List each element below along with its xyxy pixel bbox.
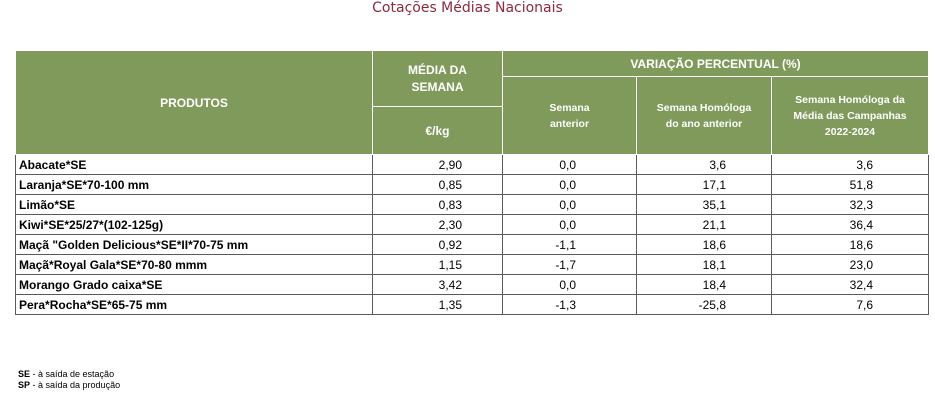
var-prev-week-cell: 0,0 (502, 174, 637, 195)
var-prev-week-cell: 0,0 (502, 214, 637, 235)
sub1-line2: anterior (549, 117, 590, 130)
var-campaign-avg-cell: 32,3 (770, 194, 930, 215)
sub1-line1: Semana (549, 101, 590, 114)
footnote-se-code: SE (18, 369, 31, 379)
price-cell: 0,92 (372, 234, 503, 255)
header-unit: €/kg (372, 106, 503, 155)
product-cell: Morango Grado caixa*SE (15, 274, 373, 295)
product-cell: Limão*SE (15, 194, 373, 215)
footnote-sp: SP - à saída da produção (18, 380, 120, 390)
table-row: Abacate*SE 2,90 0,0 3,6 3,6 (15, 154, 930, 175)
page-title: Cotações Médias Nacionais (372, 0, 563, 16)
header-semana-anterior: Semana anterior (502, 76, 637, 155)
var-campaign-avg-cell: 23,0 (770, 254, 930, 275)
product-cell: Kiwi*SE*25/27*(102-125g) (15, 214, 373, 235)
table-row: Laranja*SE*70-100 mm 0,85 0,0 17,1 51,8 (15, 174, 930, 195)
product-cell: Pera*Rocha*SE*65-75 mm (15, 294, 373, 315)
sub3-line3: 2022-2024 (824, 125, 876, 138)
header-variacao: VARIAÇÃO PERCENTUAL (%) (501, 50, 930, 77)
var-prev-year-cell: 35,1 (636, 194, 772, 215)
price-cell: 2,90 (372, 154, 503, 175)
price-cell: 1,35 (372, 294, 503, 315)
product-cell: Laranja*SE*70-100 mm (15, 174, 373, 195)
var-campaign-avg-cell: 32,4 (770, 274, 930, 295)
var-campaign-avg-cell: 51,8 (770, 174, 930, 195)
table-row: Kiwi*SE*25/27*(102-125g) 2,30 0,0 21,1 3… (15, 214, 930, 235)
sub2-line2: do ano anterior (665, 117, 743, 130)
price-cell: 0,85 (372, 174, 503, 195)
table-row: Pera*Rocha*SE*65-75 mm 1,35 -1,3 -25,8 7… (15, 294, 930, 315)
var-prev-year-cell: 18,6 (636, 234, 772, 255)
table-row: Limão*SE 0,83 0,0 35,1 32,3 (15, 194, 930, 215)
table-row: Maçã "Golden Delicious*SE*II*70-75 mm 0,… (15, 234, 930, 255)
footnote-se-text: - à saída de estação (30, 369, 115, 379)
var-campaign-avg-cell: 3,6 (770, 154, 930, 175)
var-prev-week-cell: -1,7 (502, 254, 637, 275)
var-prev-week-cell: -1,3 (502, 294, 637, 315)
var-campaign-avg-cell: 36,4 (770, 214, 930, 235)
var-prev-year-cell: 21,1 (636, 214, 772, 235)
footnote-sp-text: - à saída da produção (30, 380, 121, 390)
header-semana-homologa-ano: Semana Homóloga do ano anterior (636, 76, 772, 155)
sub3-line2: Média das Campanhas (793, 109, 907, 122)
var-prev-week-cell: 0,0 (502, 274, 637, 295)
sub3-line1: Semana Homóloga da (795, 93, 905, 106)
table-row: Morango Grado caixa*SE 3,42 0,0 18,4 32,… (15, 274, 930, 295)
var-prev-year-cell: 17,1 (636, 174, 772, 195)
header-semana-homologa-media: Semana Homóloga da Média das Campanhas 2… (770, 76, 930, 155)
var-prev-year-cell: -25,8 (636, 294, 772, 315)
product-cell: Maçã "Golden Delicious*SE*II*70-75 mm (15, 234, 373, 255)
header-media-line2: SEMANA (411, 79, 464, 94)
header-produtos: PRODUTOS (15, 50, 373, 155)
footnote-sp-code: SP (18, 380, 31, 390)
var-prev-year-cell: 18,4 (636, 274, 772, 295)
var-prev-week-cell: 0,0 (502, 154, 637, 175)
table-row: Maçã*Royal Gala*SE*70-80 mmm 1,15 -1,7 1… (15, 254, 930, 275)
var-prev-year-cell: 18,1 (636, 254, 772, 275)
price-cell: 2,30 (372, 214, 503, 235)
header-media-semana: MÉDIA DA SEMANA (372, 50, 503, 107)
sub2-line1: Semana Homóloga (656, 101, 752, 114)
price-cell: 0,83 (372, 194, 503, 215)
price-cell: 1,15 (372, 254, 503, 275)
footnote-se: SE - à saída de estação (18, 369, 114, 379)
product-cell: Maçã*Royal Gala*SE*70-80 mmm (15, 254, 373, 275)
var-prev-week-cell: -1,1 (502, 234, 637, 255)
var-prev-year-cell: 3,6 (636, 154, 772, 175)
product-cell: Abacate*SE (15, 154, 373, 175)
header-media-line1: MÉDIA DA (408, 62, 467, 77)
price-cell: 3,42 (372, 274, 503, 295)
var-campaign-avg-cell: 7,6 (770, 294, 930, 315)
price-table: PRODUTOS MÉDIA DA SEMANA VARIAÇÃO PERCEN… (15, 50, 930, 315)
var-prev-week-cell: 0,0 (502, 194, 637, 215)
var-campaign-avg-cell: 18,6 (770, 234, 930, 255)
